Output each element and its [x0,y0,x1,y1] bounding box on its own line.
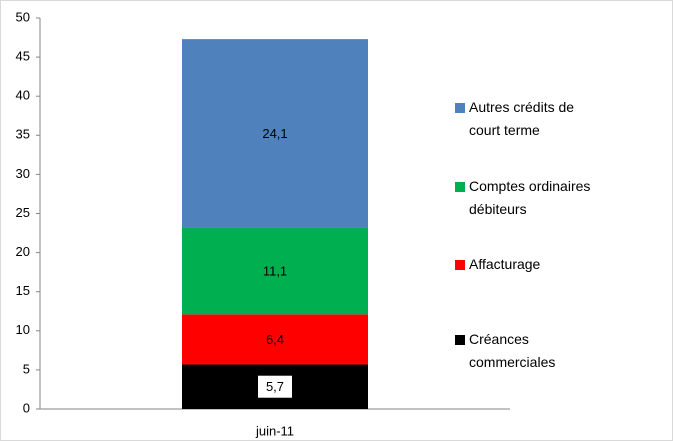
y-tick-label: 50 [16,9,30,24]
y-tick-label: 40 [16,88,30,103]
legend-item: Affacturage [455,253,605,276]
value-label: 5,7 [266,379,284,394]
bar-segment [182,314,368,365]
legend-swatch [455,335,465,345]
value-label: 6,4 [266,332,284,347]
legend-swatch [455,103,465,113]
y-tick-label: 20 [16,244,30,259]
y-tick-label: 5 [23,361,30,376]
legend-label: Comptes ordinaires débiteurs [469,178,591,217]
legend-label: Créances commerciales [469,331,556,370]
y-tick-label: 30 [16,166,30,181]
y-tick-label: 15 [16,283,30,298]
legend-swatch [455,182,465,192]
y-tick-label: 25 [16,205,30,220]
y-tick-label: 10 [16,322,30,337]
value-label: 11,1 [263,263,287,278]
legend-label: Affacturage [469,256,541,272]
y-tick-label: 35 [16,127,30,142]
x-tick-label: juin-11 [255,423,294,438]
legend-swatch [455,260,465,270]
bar-segment [182,227,368,315]
value-label: 24,1 [262,126,287,141]
y-tick-label: 45 [16,49,30,64]
legend-item: Créances commerciales [455,328,605,374]
y-tick-label: 0 [23,400,30,415]
label-box [258,375,292,398]
legend-item: Autres crédits de court terme [455,96,605,142]
legend-item: Comptes ordinaires débiteurs [455,175,605,221]
legend-label: Autres crédits de court terme [469,99,575,138]
bar-segment [182,39,368,228]
